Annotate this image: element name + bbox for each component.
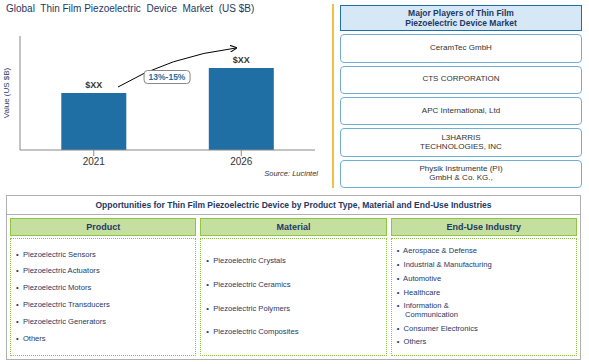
html-text:Global Thin Film Piezoelectric: Global Thin Film Piezoelectric Device Ma… [6,3,255,14]
html-text:• Others: • Others [396,337,427,347]
html-text:• Aerospace & Defense: • Aerospace & Defense [396,246,477,256]
svg-text:2026: 2026 [230,156,253,167]
html-text:CeramTec GmbH: CeramTec GmbH [430,43,492,53]
html-text:• Piezoelectric Polymers: • Piezoelectric Polymers [206,303,290,313]
html-text:End-Use Industry: End-Use Industry [446,222,522,232]
html-text:• Information & Communication: • Information & Communication [396,301,458,319]
html-text:Physik Instrumente (PI) GmbH &: Physik Instrumente (PI) GmbH & Co. KG., [419,164,503,182]
html-text:• Healthcare: • Healthcare [396,287,441,297]
html-text:• Industrial & Manufacturing: • Industrial & Manufacturing [396,260,492,270]
html-text:Material: Material [276,222,311,232]
html-text:Product: Product [86,222,121,232]
html-text:Major Players of Thin Film Pie: Major Players of Thin Film Piezoelectric… [405,8,517,29]
svg-text:$XX: $XX [233,55,250,65]
html-text:• Piezoelectric Actuators: • Piezoelectric Actuators [16,266,100,276]
svg-text:2021: 2021 [83,156,106,167]
html-text:APC International, Ltd: APC International, Ltd [421,105,501,115]
svg-text:Value (US $B): Value (US $B) [8,67,11,118]
html-text:Source: Lucintel: Source: Lucintel [264,169,318,178]
html-text:• Consumer Electronics: • Consumer Electronics [396,323,478,333]
html-text:• Automotive: • Automotive [396,273,442,283]
svg-text:$XX: $XX [85,80,102,90]
html-text:13%-15%: 13%-15% [148,72,186,82]
html-text:• Piezoelectric Sensors: • Piezoelectric Sensors [16,249,96,259]
html-text:• Piezoelectric Transducers: • Piezoelectric Transducers [16,300,110,310]
html-text:• Others: • Others [16,334,46,344]
html-text:• Piezoelectric Ceramics: • Piezoelectric Ceramics [206,280,291,289]
html-text:• Piezoelectric Crystals: • Piezoelectric Crystals [206,256,286,266]
html-text:Opportunities for Thin Film Pi: Opportunities for Thin Film Piezoelectri… [95,200,492,210]
html-text:L3HARRIS TECHNOLOGIES, INC: L3HARRIS TECHNOLOGIES, INC [420,132,502,151]
html-text:• Piezoelectric Composites: • Piezoelectric Composites [206,327,299,337]
html-text:• Piezoelectric Motors: • Piezoelectric Motors [16,283,92,293]
html-text:• Piezoelectric Generators: • Piezoelectric Generators [16,317,106,327]
html-text:CTS CORPORATION: CTS CORPORATION [422,74,500,84]
